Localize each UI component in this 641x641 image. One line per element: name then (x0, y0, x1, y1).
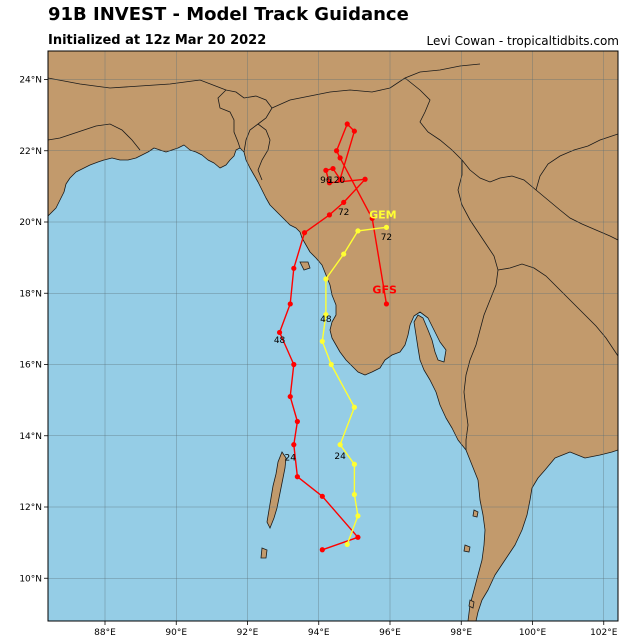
gem-track-point (355, 228, 361, 234)
lat-tick-label: 22°N (19, 147, 42, 157)
credit-label: Levi Cowan - tropicaltidbits.com (426, 34, 619, 48)
gfs-track-point (291, 442, 297, 448)
gem-hour-label: 72 (381, 233, 392, 243)
gfs-hour-label: 120 (328, 176, 345, 186)
gfs-track-point (291, 265, 297, 271)
lat-tick-label: 12°N (19, 503, 42, 513)
gfs-track-point (337, 176, 343, 182)
gem-track-point (337, 442, 343, 448)
gfs-track-point (319, 493, 325, 499)
gfs-track-point (294, 474, 300, 480)
gfs-track-point (301, 230, 308, 236)
gfs-track-point (333, 148, 340, 154)
gfs-track-point (326, 212, 333, 218)
gem-hour-label: 24 (334, 452, 346, 462)
lon-tick-label: 94°E (308, 628, 330, 638)
gfs-track-point (341, 199, 347, 206)
lon-tick-label: 88°E (94, 628, 116, 638)
gem-track-point (344, 541, 350, 548)
gfs-track-point (362, 176, 368, 182)
gem-track-point (351, 461, 357, 467)
lon-tick-label: 100°E (519, 628, 547, 638)
gfs-hour-label: 96 (320, 176, 332, 186)
gfs-track-point (287, 393, 293, 400)
lat-tick-label: 10°N (19, 574, 42, 584)
gfs-track-point (344, 121, 350, 127)
country-border (257, 123, 271, 181)
gem-track-point (328, 361, 334, 368)
gem-track-point (355, 513, 361, 519)
gfs-hour-label: 72 (338, 208, 349, 218)
lat-tick-label: 16°N (19, 361, 42, 371)
gfs-track-point (276, 329, 283, 336)
gfs-track-point (330, 165, 336, 172)
page-title: 91B INVEST - Model Track Guidance (48, 4, 409, 25)
lat-tick-label: 24°N (19, 76, 42, 86)
gem-track-point (323, 312, 329, 318)
gem-track-point (351, 404, 357, 410)
gem-track-point (351, 491, 357, 498)
cheduba-island (299, 261, 311, 271)
gfs-track-point (351, 128, 357, 134)
gfs-track-point (355, 534, 361, 540)
lon-tick-label: 102°E (590, 628, 618, 638)
graticule (48, 51, 618, 621)
lat-tick-label: 18°N (19, 289, 42, 299)
country-border (48, 77, 227, 91)
country-border (404, 77, 618, 241)
country-border (457, 160, 499, 450)
lon-tick-label: 96°E (379, 628, 401, 638)
gfs-track-point (291, 361, 297, 368)
gem-track-point (319, 338, 325, 344)
lon-tick-label: 92°E (237, 628, 259, 638)
init-time-subtitle: Initialized at 12z Mar 20 2022 (48, 33, 267, 48)
gem-track-point (383, 224, 390, 230)
gfs-track-point (369, 215, 375, 222)
andaman-islands (266, 451, 287, 529)
gfs-track-point (383, 301, 390, 307)
country-border (271, 63, 481, 109)
little-andaman (260, 547, 268, 559)
lon-tick-label: 98°E (450, 628, 472, 638)
axis-ticks: 88°E 90°E 92°E 94°E 96°E 98°E 100°E 102°E 10°N 12… (19, 76, 617, 639)
gem-track-point (323, 276, 329, 282)
lat-tick-label: 20°N (19, 218, 42, 228)
model-tracks (276, 121, 390, 553)
map-frame (47, 50, 619, 622)
country-border (535, 133, 618, 191)
gem-track-point (341, 251, 347, 257)
lat-tick-label: 14°N (19, 432, 42, 442)
gfs-track-point (323, 167, 329, 173)
gem-hour-label: 48 (320, 315, 332, 325)
gfs-track-point (326, 180, 333, 186)
gfs-model-label: GFS (372, 283, 397, 296)
country-border (497, 263, 618, 357)
country-border (217, 89, 273, 153)
gfs-track-point (319, 547, 325, 553)
gfs-hour-label: 24 (285, 454, 297, 464)
gfs-track-point (294, 418, 300, 425)
gfs-hour-label: 48 (274, 336, 286, 346)
gfs-track-point (337, 155, 343, 161)
gfs-track-point (287, 301, 293, 307)
lon-tick-label: 90°E (165, 628, 187, 638)
thailand-islands (463, 509, 479, 609)
country-border (48, 123, 141, 151)
gem-model-label: GEM (369, 208, 397, 221)
